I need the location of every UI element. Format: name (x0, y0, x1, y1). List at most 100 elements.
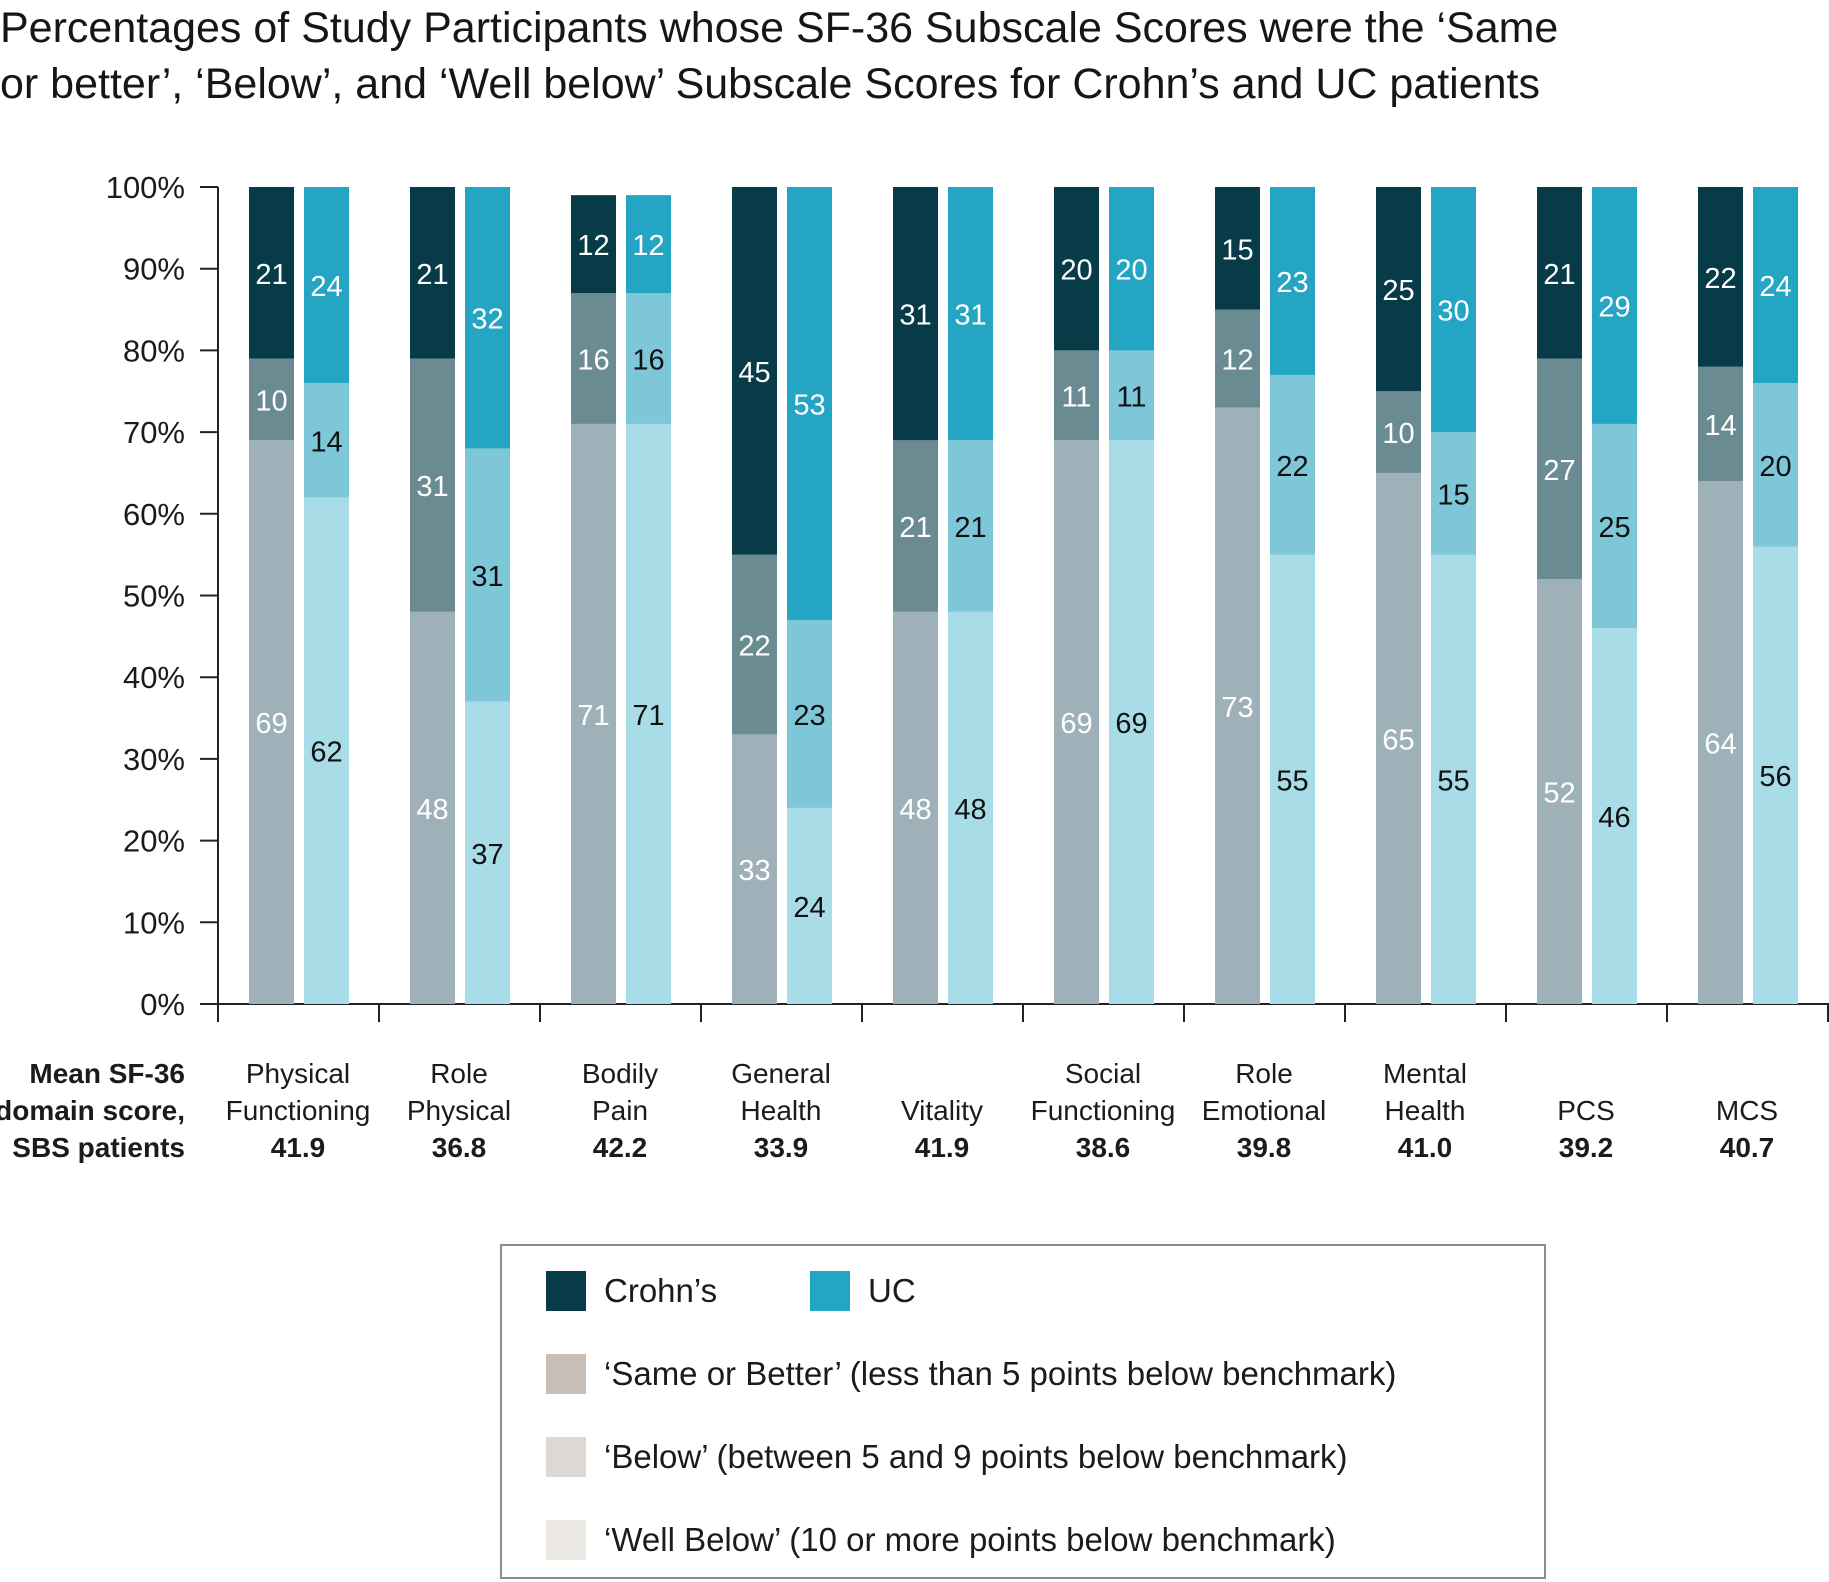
x-category-label: Emotional (1202, 1095, 1327, 1126)
mean-score-value: 39.8 (1237, 1132, 1292, 1163)
data-label-uc: 25 (1598, 512, 1630, 544)
x-category-label: General (731, 1058, 831, 1089)
bar-crohns-below (1054, 350, 1099, 441)
bar-crohns-same-or-better (1215, 407, 1260, 1005)
bar-crohns-same-or-better (732, 734, 777, 1004)
bar-crohns-well-below (1537, 187, 1582, 359)
x-category-label: Health (1385, 1095, 1466, 1126)
data-label-uc: 12 (632, 230, 664, 262)
bar-uc-well-below (1270, 187, 1315, 375)
data-label-crohns: 73 (1221, 692, 1253, 724)
bar-crohns-well-below (249, 187, 294, 359)
data-label-crohns: 21 (416, 259, 448, 291)
data-label-crohns: 31 (899, 300, 931, 332)
bar-crohns-same-or-better (571, 423, 616, 1004)
data-label-uc: 22 (1276, 451, 1308, 483)
data-label-crohns: 52 (1543, 778, 1575, 810)
data-label-crohns: 10 (255, 385, 287, 417)
data-label-crohns: 12 (1221, 345, 1253, 377)
bar-crohns-same-or-better (410, 611, 455, 1004)
legend: Crohn’s UC ‘Same or Better’ (less than 5… (500, 1244, 1546, 1579)
bar-crohns-well-below (1054, 187, 1099, 351)
x-category-label: Role (430, 1058, 488, 1089)
legend-label-well-below: ‘Well Below’ (10 or more points below be… (604, 1521, 1336, 1558)
data-label-uc: 69 (1115, 708, 1147, 740)
data-label-crohns: 48 (416, 794, 448, 826)
bar-uc-same-or-better (626, 423, 671, 1004)
bar-uc-same-or-better (1109, 440, 1154, 1004)
chart-title-line-2: or better’, ‘Below’, and ‘Well below’ Su… (0, 60, 1541, 108)
x-category-label: Bodily (582, 1058, 658, 1089)
mean-score-value: 41.9 (915, 1132, 970, 1163)
data-label-crohns: 45 (738, 357, 770, 389)
bar-uc-well-below (1753, 187, 1798, 384)
data-label-crohns: 22 (738, 631, 770, 663)
data-label-crohns: 71 (577, 700, 609, 732)
bar-uc-below (1592, 423, 1637, 629)
bar-crohns-same-or-better (893, 611, 938, 1004)
legend-label-crohns: Crohn’s (604, 1272, 718, 1309)
bar-uc-below (1753, 383, 1798, 547)
bar-crohns-well-below (410, 187, 455, 359)
mean-score-value: 39.2 (1559, 1132, 1614, 1163)
bar-uc-same-or-better (787, 807, 832, 1004)
data-label-uc: 53 (793, 390, 825, 422)
y-tick-label: 80% (123, 333, 185, 368)
bar-uc-below (1109, 350, 1154, 441)
data-label-crohns: 65 (1382, 724, 1414, 756)
bar-uc-well-below (626, 195, 671, 294)
data-label-uc: 31 (954, 300, 986, 332)
bar-crohns-below (249, 358, 294, 441)
data-label-uc: 71 (632, 700, 664, 732)
data-label-uc: 24 (1759, 271, 1791, 303)
bar-uc-same-or-better (948, 611, 993, 1004)
data-label-uc: 55 (1276, 765, 1308, 797)
data-label-uc: 14 (310, 426, 342, 458)
legend-swatch-well-below (546, 1520, 586, 1560)
data-label-uc: 46 (1598, 802, 1630, 834)
x-category-label: Physical (246, 1058, 350, 1089)
mean-score-value: 41.0 (1398, 1132, 1453, 1163)
bar-uc-well-below (304, 187, 349, 384)
data-label-uc: 24 (793, 892, 825, 924)
data-label-crohns: 22 (1704, 263, 1736, 295)
bar-uc-below (465, 448, 510, 702)
data-label-crohns: 20 (1060, 255, 1092, 287)
data-label-crohns: 21 (255, 259, 287, 291)
bar-crohns-well-below (1215, 187, 1260, 310)
data-label-crohns: 33 (738, 855, 770, 887)
y-tick-label: 60% (123, 497, 185, 532)
data-label-crohns: 27 (1543, 455, 1575, 487)
x-category-label: Mental (1383, 1058, 1467, 1089)
bar-crohns-below (571, 293, 616, 424)
legend-item-crohns: Crohn’s (546, 1271, 717, 1311)
bar-uc-below (304, 383, 349, 498)
y-tick-label: 30% (123, 742, 185, 777)
bar-crohns-same-or-better (249, 440, 294, 1004)
bar-crohns-well-below (1376, 187, 1421, 392)
stacked-bar-chart: 0% 10% 20% 30% 40% 50% 60% 70% 80% 90% 100% 69 10 21 6… (0, 170, 1829, 1163)
legend-swatch-uc (810, 1271, 850, 1311)
bar-uc-well-below (465, 187, 510, 449)
bar-uc-well-below (787, 187, 832, 621)
data-label-crohns: 12 (577, 230, 609, 262)
data-label-crohns: 48 (899, 794, 931, 826)
data-label-crohns: 64 (1704, 729, 1736, 761)
bar-crohns-below (732, 554, 777, 735)
data-label-crohns: 31 (416, 471, 448, 503)
data-label-uc: 16 (632, 345, 664, 377)
bar-crohns-same-or-better (1376, 472, 1421, 1004)
bar-crohns-same-or-better (1537, 579, 1582, 1004)
legend-swatch-same-or-better (546, 1354, 586, 1394)
bar-crohns-same-or-better (1698, 481, 1743, 1004)
bar-crohns-well-below (571, 195, 616, 294)
mean-score-value: 33.9 (754, 1132, 809, 1163)
legend-label-uc: UC (868, 1272, 916, 1309)
data-label-crohns: 21 (899, 512, 931, 544)
bar-crohns-below (1376, 391, 1421, 473)
data-label-uc: 62 (310, 737, 342, 769)
data-label-uc: 15 (1437, 479, 1469, 511)
x-category-label: Vitality (901, 1095, 983, 1126)
bar-crohns-same-or-better (1054, 440, 1099, 1004)
data-label-uc: 56 (1759, 761, 1791, 793)
